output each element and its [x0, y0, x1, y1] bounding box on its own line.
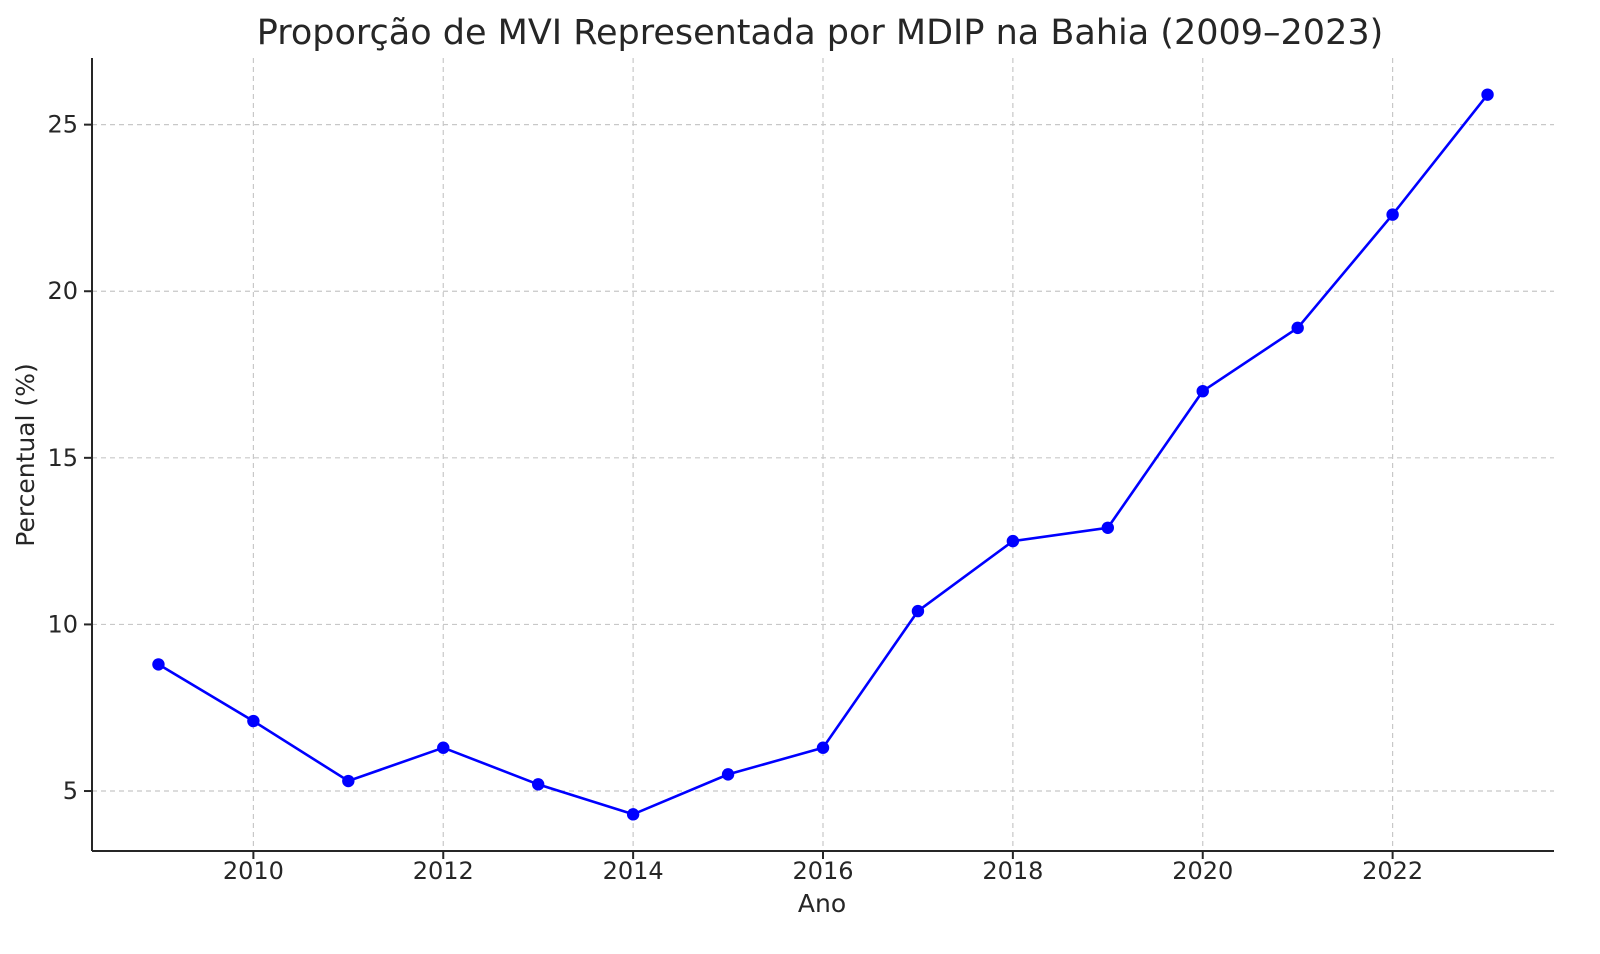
x-tick-label: 2022: [1362, 857, 1423, 885]
data-point-2012: [437, 741, 450, 754]
data-point-2023: [1481, 88, 1494, 101]
x-tick-label: 2010: [223, 857, 284, 885]
y-tick-label: 20: [47, 277, 78, 305]
y-ticks: 5 10 15 20 25: [47, 111, 92, 805]
y-tick-label: 25: [47, 111, 78, 139]
grid: [92, 58, 1554, 851]
data-points: [152, 88, 1494, 821]
x-tick-label: 2020: [1172, 857, 1233, 885]
y-tick-label: 10: [47, 610, 78, 638]
chart-title: Proporção de MVI Representada por MDIP n…: [257, 13, 1384, 53]
data-point-2018: [1006, 534, 1020, 548]
data-point-2013: [531, 778, 545, 791]
data-point-2020: [1196, 384, 1209, 398]
x-tick-label: 2018: [982, 857, 1043, 885]
data-point-2019: [1101, 521, 1115, 535]
data-point-2021: [1291, 321, 1304, 335]
y-axis-label: Percentual (%): [11, 363, 40, 546]
y-tick-label: 15: [47, 444, 78, 472]
data-point-2011: [342, 774, 355, 788]
data-point-2010: [247, 714, 260, 728]
x-tick-label: 2012: [413, 857, 474, 885]
data-point-2022: [1386, 208, 1399, 221]
data-point-2015: [721, 768, 735, 781]
data-point-2016: [816, 741, 830, 754]
data-point-2017: [911, 604, 925, 618]
x-ticks: 2010 2012 2014 2016 2018 2020 2022: [223, 851, 1423, 885]
x-tick-label: 2014: [603, 857, 664, 885]
x-axis-label: Ano: [798, 889, 846, 918]
y-tick-label: 5: [63, 777, 78, 805]
data-point-2009: [152, 658, 165, 671]
x-tick-label: 2016: [792, 857, 853, 885]
data-point-2014: [626, 808, 640, 821]
